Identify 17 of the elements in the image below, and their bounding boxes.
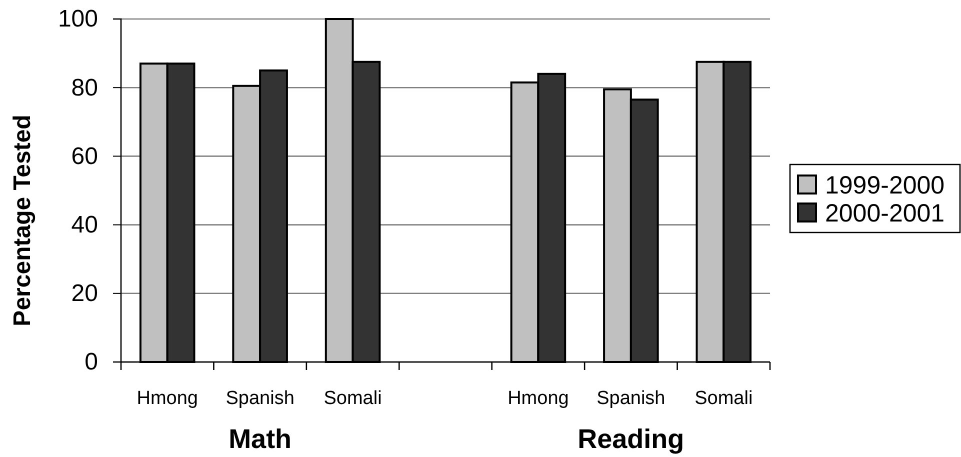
y-tick-label: 40 <box>71 211 98 238</box>
y-tick-label: 0 <box>84 348 98 376</box>
y-axis-title: Percentage Tested <box>9 114 36 326</box>
legend-label: 2000-2001 <box>825 200 945 228</box>
x-tick-label: Spanish <box>596 388 666 409</box>
text: Math <box>228 424 292 454</box>
y-tick-label: 80 <box>71 74 98 102</box>
text: Reading <box>578 424 684 454</box>
y-tick-label: 100 <box>58 6 98 33</box>
y-tick-label: 20 <box>71 280 98 308</box>
y-tick-label: 60 <box>71 142 98 170</box>
x-tick-label: Spanish <box>226 388 294 409</box>
x-tick-label: Hmong <box>136 388 198 409</box>
x-tick-label: Hmong <box>508 388 569 409</box>
x-tick-label: Somali <box>694 388 753 409</box>
legend-label: 1999-2000 <box>825 172 945 200</box>
x-tick-label: Somali <box>324 388 382 409</box>
